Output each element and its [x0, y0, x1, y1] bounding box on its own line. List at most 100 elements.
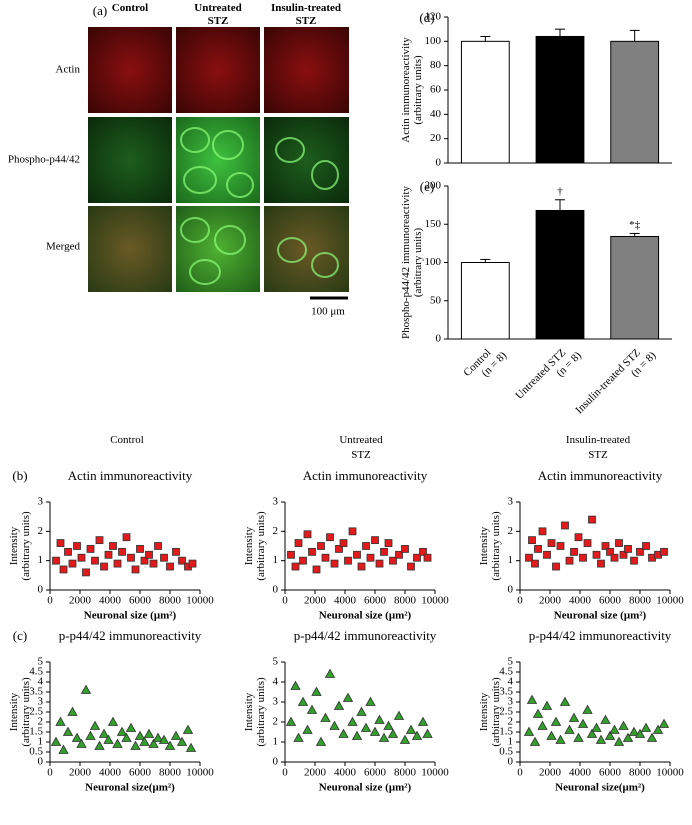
point	[98, 728, 110, 738]
y-axis-label-line: (arbitrary units)	[20, 677, 32, 747]
micrographs	[88, 27, 349, 300]
y-tick-label: 3	[508, 496, 514, 508]
x-tick-label: 4000	[334, 595, 357, 607]
point	[122, 533, 131, 542]
y-tick-label: 0.5	[499, 746, 513, 758]
point	[541, 700, 553, 710]
x-tick-label: 2000	[539, 767, 562, 779]
point	[534, 545, 542, 553]
point	[555, 734, 566, 744]
point	[523, 726, 535, 736]
point	[384, 539, 393, 547]
x-tick-label: 2000	[304, 767, 327, 779]
point	[399, 734, 411, 744]
x-tick-label: 8000	[159, 595, 182, 607]
point	[362, 542, 370, 550]
y-tick-label: 0	[38, 584, 44, 596]
point	[89, 720, 101, 730]
point	[326, 533, 334, 542]
y-tick-label: 0	[273, 584, 279, 596]
point	[618, 720, 629, 730]
point	[423, 553, 432, 562]
point	[321, 553, 330, 562]
x-tick-label: 0	[517, 767, 523, 779]
point	[143, 728, 155, 738]
x-tick-label: 4000	[334, 767, 357, 779]
image-actin-control	[88, 27, 172, 113]
point	[642, 542, 650, 550]
point	[330, 559, 339, 568]
point	[164, 740, 176, 750]
point	[613, 736, 625, 746]
point	[86, 545, 95, 553]
x-tick-label-line: Insulin-treated STZ	[573, 346, 643, 416]
point	[353, 550, 361, 559]
point	[574, 533, 583, 542]
x-tick-label: 2000	[304, 595, 327, 607]
x-tick-label: 4000	[569, 595, 592, 607]
x-tick-label: 0	[47, 595, 53, 607]
panel-label: (d)	[419, 10, 434, 25]
point	[294, 539, 303, 547]
point	[531, 559, 539, 568]
x-tick-label: 10000	[421, 595, 449, 607]
point	[170, 730, 182, 740]
y-tick-label: 20	[430, 132, 442, 144]
y-tick-label: 4	[508, 676, 514, 688]
y-tick-label: 2	[38, 716, 44, 728]
point	[76, 738, 87, 748]
point	[59, 565, 68, 574]
x-tick-label: 0	[282, 595, 288, 607]
point	[71, 732, 83, 742]
point	[378, 732, 390, 742]
x-axis-label: Neuronal size (μm²)	[319, 610, 412, 622]
image-actin-insulin	[264, 27, 349, 113]
point	[552, 562, 560, 571]
point	[529, 736, 541, 746]
scale-bar-label: 100 μm	[311, 306, 345, 318]
point	[134, 730, 146, 740]
column-header: Untreated STZ	[194, 2, 241, 27]
y-axis-label-line: Intensity	[243, 692, 255, 731]
point	[348, 527, 357, 536]
point	[182, 724, 194, 734]
point	[660, 547, 668, 556]
point	[64, 547, 72, 556]
x-tick-label: 2000	[69, 767, 92, 779]
chart-title: p-p44/42 immunoreactivity	[294, 628, 437, 643]
y-axis-label: Intensity(arbitrary units)	[243, 677, 267, 747]
point	[405, 724, 417, 734]
y-axis-label-line: Intensity	[243, 526, 255, 565]
y-axis-label-line: (arbitrary units)	[490, 677, 502, 747]
y-axis-label: Phospho-p44/42 immunoreactivity(arbitrar…	[400, 185, 424, 339]
point	[82, 568, 90, 577]
point	[125, 722, 137, 732]
y-tick-label: 1	[273, 736, 279, 748]
point	[526, 694, 538, 704]
y-axis-label-line: (arbitrary units)	[255, 677, 267, 747]
y-axis-label: Intensity(arbitrary units)	[478, 511, 502, 581]
cell-outlines	[180, 127, 339, 285]
point	[176, 736, 188, 746]
point	[422, 728, 433, 738]
y-tick-label: 60	[430, 84, 442, 96]
point	[107, 716, 119, 726]
point	[312, 565, 321, 574]
point	[658, 718, 670, 728]
point	[601, 542, 610, 550]
column-header: Control	[110, 434, 144, 446]
point	[62, 726, 74, 736]
point	[591, 722, 602, 732]
point	[640, 722, 652, 732]
point	[116, 726, 128, 736]
point	[338, 728, 349, 738]
y-axis-label-line: (arbitrary units)	[20, 511, 32, 581]
point	[413, 553, 421, 562]
point	[324, 668, 336, 678]
point	[628, 726, 640, 736]
y-axis-label-line: Intensity	[8, 526, 20, 565]
point	[68, 559, 77, 568]
point	[317, 542, 325, 550]
column-header-line: Insulin-treated	[566, 434, 631, 446]
point	[188, 559, 197, 568]
